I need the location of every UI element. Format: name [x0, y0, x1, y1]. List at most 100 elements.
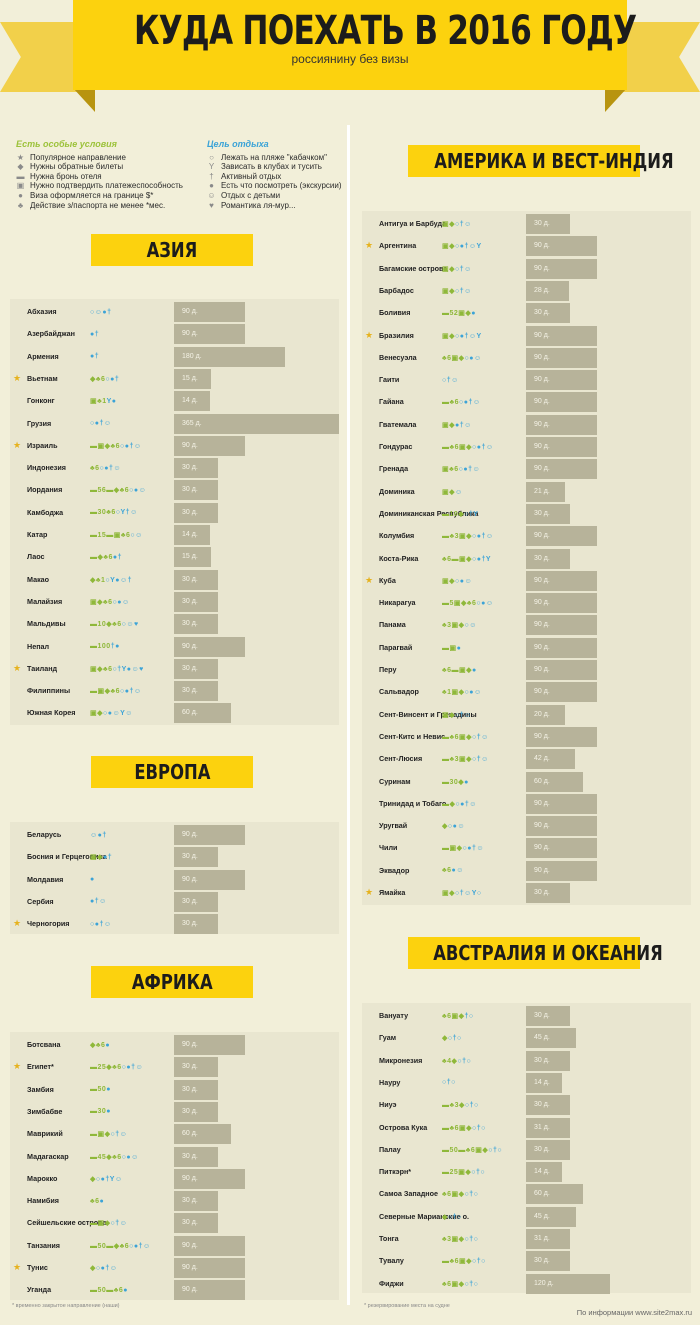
stay-duration-label: 30 д. [534, 309, 550, 317]
table-row: Ботсвана ◆♣6● 90 д. [10, 1034, 339, 1056]
stay-duration-label: 45 д. [534, 1212, 550, 1220]
table-row: ★ Египет* ▬25◆♣6○●†☺ 30 д. [10, 1056, 339, 1078]
stay-duration-label: 90 д. [182, 330, 198, 338]
country-icons: ◆♣6● [90, 1041, 180, 1049]
goal-icons: ●† [103, 854, 113, 862]
stay-duration-bar: 90 д. [174, 869, 245, 890]
stay-duration-bar: 30 д. [174, 1191, 218, 1212]
table-row: Тувалу ▬♣6▣◆○†○ 30 д. [362, 1250, 691, 1272]
legend-item: ● Есть что посмотреть (экскурсии) [207, 181, 342, 191]
country-icons: ▬♣6▣◆○†○ [442, 1257, 532, 1265]
condition-icons: ♣1▣◆ [442, 689, 465, 697]
country-icons: ▬15▬▣♣6○☺ [90, 531, 180, 539]
page-subtitle: россиянину без визы [291, 52, 409, 66]
legend-text: Нужна бронь отеля [30, 171, 102, 181]
goal-icons: ○●†☺ [471, 533, 494, 541]
country-name: Ямайка [379, 888, 406, 897]
goal-icons: ○●☺ [455, 577, 473, 585]
legend-text: Есть что посмотреть (экскурсии) [221, 181, 342, 191]
goal-icons: ●†☺ [90, 898, 107, 906]
table-row: Азербайджан ●† 90 д. [10, 323, 339, 345]
stay-duration-bar: 90 д. [526, 593, 597, 614]
stay-duration-bar: 30 д. [526, 548, 570, 569]
country-name: Макао [27, 574, 50, 584]
goal-icons: ○†○ [447, 1213, 462, 1221]
country-icons: ◆♣6○●† [90, 375, 180, 383]
country-name: Сент-Люсия [379, 754, 423, 764]
table-row: Маврикий ▬▣◆○†☺ 60 д. [10, 1123, 339, 1145]
goal-icons: ○†○ [447, 1035, 462, 1043]
country-icons: ♣3▣◆○☺ [442, 621, 532, 629]
condition-icons: ♣6▬▣◆ [442, 555, 472, 563]
region-title-text: АЗИЯ [146, 238, 198, 262]
country-name: Гондурас [379, 442, 413, 451]
country-icons: ▣♣1Y● [90, 397, 180, 405]
goal-icons: ● [106, 1086, 112, 1094]
stay-duration-bar: 14 д. [526, 1072, 563, 1093]
legend-conditions-title: Есть особые условия [16, 139, 117, 149]
star-icon: ★ [13, 918, 22, 929]
country-icons: ◆○†○ [442, 1213, 532, 1221]
region-table-america: Антигуа и Барбуда ▣◆○†☺ 30 д. ★ Аргентина ▣◆○… [362, 211, 691, 905]
table-row: Фиджи ♣6▣◆○†○ 120 д. [362, 1273, 691, 1295]
stay-duration-bar: 30 д. [526, 1050, 570, 1071]
stay-duration-bar: 30 д. [526, 883, 570, 903]
region-title-africa: АФРИКА [91, 966, 253, 998]
legend-item: ♣ Действие з/паспорта не менее *мес. [16, 201, 183, 211]
table-row: ★ Куба ▣◆○●☺ 90 д. [362, 570, 691, 592]
condition-icons: ▣◆ [442, 332, 455, 340]
country-name: Боливия [379, 308, 411, 318]
country-name: Северные Марианские о. [379, 1211, 469, 1221]
table-row: Доминиканская Республика ▬10◆○†Y 30 д. [362, 503, 691, 525]
legend-item: † Активный отдых [207, 172, 342, 182]
stay-duration-label: 15 д. [182, 553, 198, 561]
country-name: Черногория [27, 919, 70, 929]
condition-icons: ▬100 [90, 643, 111, 650]
stay-duration-bar: 90 д. [526, 414, 597, 435]
stay-duration-bar: 30 д. [174, 847, 218, 868]
goal-icons: ○†○ [442, 1079, 456, 1087]
stay-duration-label: 14 д. [182, 531, 198, 538]
country-name: Тунис [27, 1263, 48, 1272]
region-title-text: АФРИКА [131, 970, 213, 994]
country-name: Парагвай [379, 642, 413, 652]
stay-duration-label: 90 д. [534, 532, 550, 540]
source-credit: По информации www.site2max.ru [576, 1308, 692, 1317]
stay-duration-bar: 30 д. [526, 214, 570, 234]
table-row: Абхазия ○☺●† 90 д. [10, 301, 339, 323]
stay-duration-label: 90 д. [534, 331, 550, 339]
stay-duration-label: 30 д. [182, 897, 198, 905]
country-icons: ♣6▬▣◆○●†Y [442, 555, 532, 563]
country-name: Филиппины [27, 686, 71, 696]
goal-icons: ○†☺ [110, 1131, 128, 1139]
stay-duration-label: 60 д. [534, 777, 550, 785]
goal-icons: ●† [112, 554, 122, 562]
country-icons: ▬▣◆♣6○●†☺ [90, 442, 180, 450]
stay-duration-label: 30 д. [182, 575, 198, 583]
legend-goals-title: Цель отдыха [207, 139, 269, 149]
stay-duration-label: 14 д. [182, 397, 198, 405]
table-row: Острова Кука ▬♣6▣◆○†○ 31 д. [362, 1117, 691, 1139]
stay-duration-bar: 60 д. [526, 1184, 584, 1205]
region-table-asia: Абхазия ○☺●† 90 д. Азербайджан ●† 90 д. Армени… [10, 299, 339, 725]
table-row: Грузия ○●†☺ 365 д. [10, 413, 339, 435]
country-icons: ▣◆○†☺ [442, 265, 532, 273]
country-name: Сербия [27, 896, 54, 906]
country-name: Сент-Китс и Невис [379, 731, 446, 741]
country-icons: ♣6▬▣◆● [442, 666, 532, 674]
legend-text: Популярное направление [30, 152, 126, 162]
legend-conditions: Есть особые условия ★ Популярное направле… [16, 139, 183, 211]
legend-text: Нужно подтвердить платежеспособность [30, 181, 183, 191]
stay-duration-label: 90 д. [182, 1174, 198, 1182]
country-icons: ▣♣6○●†☺ [442, 465, 532, 473]
stay-duration-bar: 90 д. [526, 860, 597, 881]
stay-duration-bar: 14 д. [174, 525, 211, 545]
stay-duration-label: 180 д. [182, 352, 202, 360]
stay-duration-label: 90 д. [182, 1264, 198, 1271]
stay-duration-label: 45 д. [534, 1034, 550, 1042]
stay-duration-label: 90 д. [534, 688, 550, 696]
country-icons: ▬56▬◆♣6○●☺ [90, 486, 180, 494]
condition-icons: ▣◆ [442, 287, 455, 295]
goal-icons: ● [106, 1108, 112, 1116]
goal-icons: ○†☺ [442, 376, 459, 384]
